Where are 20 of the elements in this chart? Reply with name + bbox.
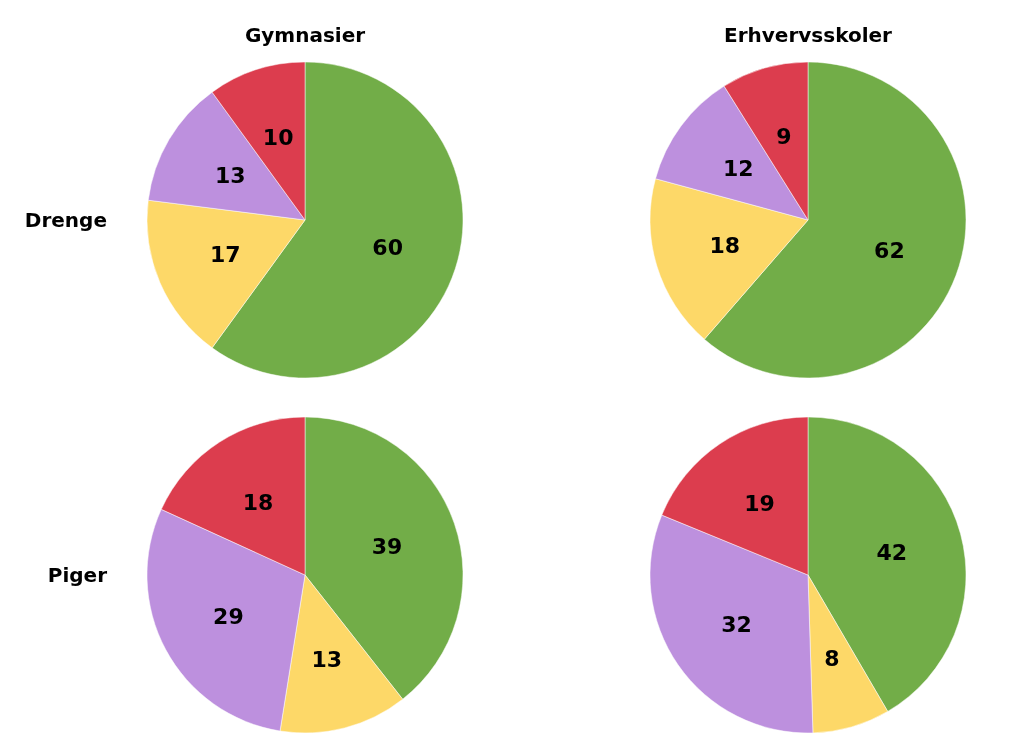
data-label: 13 [311, 646, 343, 672]
data-label: 60 [372, 234, 403, 260]
data-label: 18 [709, 233, 741, 259]
data-label: 10 [262, 125, 294, 151]
data-label: 17 [209, 242, 241, 268]
text: Drenge [24, 208, 107, 232]
data-label: 8 [824, 646, 840, 672]
data-label: 62 [874, 238, 905, 264]
chart-title: Erhvervsskoler [724, 23, 893, 47]
data-label: 32 [721, 612, 752, 638]
data-label: 19 [744, 490, 775, 516]
text: Piger [47, 563, 108, 587]
data-label: 12 [722, 155, 754, 181]
data-label: 29 [213, 603, 244, 629]
chart-title: Gymnasier [244, 23, 366, 47]
data-label: 9 [776, 124, 792, 150]
data-label: 39 [371, 534, 403, 560]
data-label: 13 [214, 163, 246, 189]
data-label: 18 [242, 489, 274, 515]
data-label: 42 [876, 539, 908, 565]
